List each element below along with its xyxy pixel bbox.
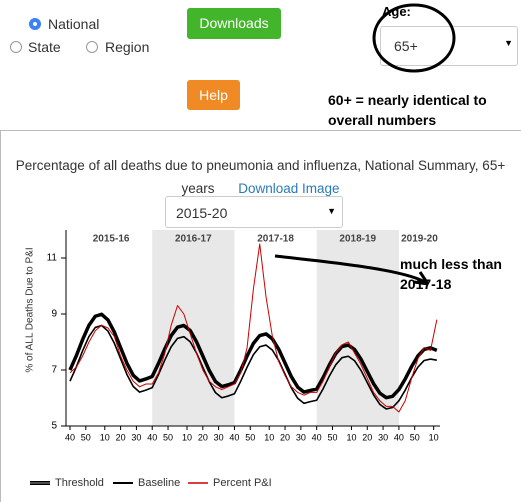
chart-panel bbox=[0, 130, 521, 502]
help-button[interactable]: Help bbox=[187, 80, 240, 110]
season-value[interactable]: 2015-20 bbox=[176, 205, 228, 221]
caret: ▼ bbox=[327, 206, 336, 216]
age-annotation: 60+ = nearly identical to overall number… bbox=[328, 92, 487, 128]
radio-region[interactable] bbox=[86, 41, 98, 53]
age-label: Age: bbox=[382, 4, 411, 19]
chart-heading: Percentage of all deaths due to pneumoni… bbox=[0, 154, 521, 200]
age-select[interactable]: 65+ ▼ bbox=[380, 26, 518, 66]
radio-national[interactable] bbox=[29, 18, 41, 30]
chart-annotation: much less than 2017-18 bbox=[400, 256, 502, 292]
downloads-button[interactable]: Downloads bbox=[187, 8, 281, 39]
download-image-link[interactable]: Download Image bbox=[238, 181, 340, 196]
radio-state[interactable] bbox=[10, 41, 22, 53]
season-select[interactable]: 2015-20 ▼ bbox=[165, 196, 343, 228]
radio-label[interactable]: Region bbox=[105, 39, 150, 55]
radio-label[interactable]: State bbox=[28, 39, 61, 55]
age-value[interactable]: 65+ bbox=[394, 38, 418, 54]
chart-title: Percentage of all deaths due to pneumoni… bbox=[15, 158, 506, 196]
caret: ▼ bbox=[504, 38, 513, 48]
radio-label[interactable]: National bbox=[48, 16, 100, 32]
